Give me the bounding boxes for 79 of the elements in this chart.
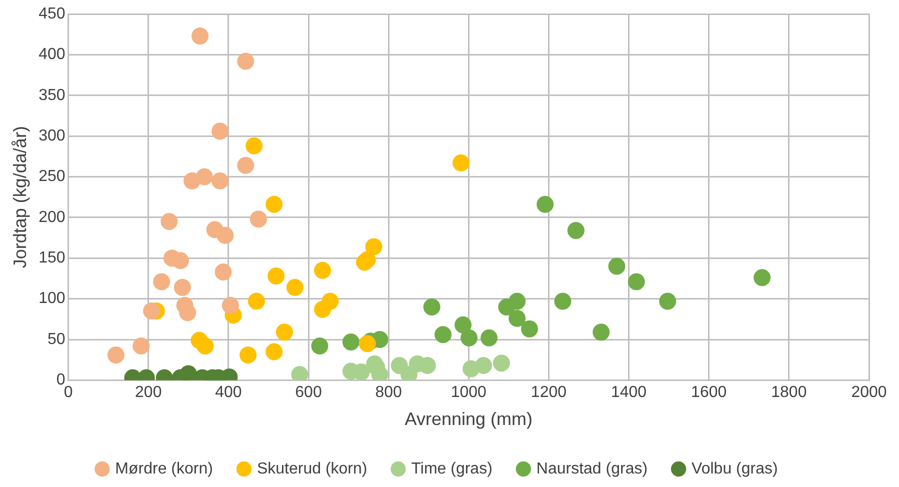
point [508,292,526,310]
point [174,278,191,296]
point [143,302,160,320]
point [266,196,283,213]
point [434,326,452,344]
point [196,338,214,355]
point [554,292,572,310]
legend-label: Skuterud (korn) [256,460,368,478]
legend-label: Time (gras) [411,460,492,478]
legend-label: Naurstad (gras) [536,460,648,478]
point [508,310,526,327]
point [492,354,510,372]
point [132,338,150,355]
y-tick-label: 200 [38,208,66,226]
point [196,168,213,186]
point [286,278,304,296]
point [480,329,498,346]
point [153,273,170,290]
y-tick-label: 0 [56,372,66,389]
point [754,269,771,286]
x-tick-label: 800 [375,384,402,402]
point [192,27,209,44]
point [237,52,254,70]
point [212,172,229,190]
point [423,298,440,316]
point [250,210,267,228]
y-axis-title: Jordtap (kg/da/år) [10,126,30,268]
point [212,122,229,140]
x-axis-title: Avrenning (mm) [404,409,533,430]
x-tick-label: 1200 [530,384,567,402]
point [248,292,265,310]
y-tick-label: 350 [38,86,66,104]
point [180,365,197,380]
legend-label: Mørdre (korn) [115,460,213,478]
point [628,273,645,290]
point [314,262,332,279]
y-tick-label: 50 [48,330,66,348]
point [107,346,124,364]
x-tick-label: 1000 [450,384,487,402]
point [311,338,328,355]
x-tick-label: 1600 [691,384,727,402]
point [608,258,626,275]
point [460,329,478,346]
point [358,335,376,352]
point [237,156,254,174]
y-tick-label: 250 [38,168,66,186]
point [276,324,293,341]
point [454,316,472,334]
point [521,320,538,338]
x-tick-label: 1800 [771,384,807,402]
y-tick-label: 450 [38,5,66,22]
point [216,226,234,244]
point [567,222,584,239]
point [342,333,360,350]
x-tick-label: 600 [295,384,322,402]
point [592,324,610,341]
point [160,213,178,230]
point [266,343,283,360]
y-tick-label: 300 [38,127,66,144]
point [536,196,554,213]
y-tick-label: 100 [38,290,66,308]
point [452,154,470,172]
point [222,296,239,314]
x-tick-label: 400 [215,384,242,402]
legend-label: Volbu (gras) [692,460,778,478]
point [314,300,332,318]
point [246,137,263,154]
point [240,346,257,364]
x-tick-label: 200 [135,384,162,402]
y-tick-label: 400 [38,46,66,64]
y-tick-label: 150 [38,250,66,267]
point [268,268,285,285]
point [179,304,196,322]
x-tick-label: 1400 [610,384,647,402]
x-tick-label: 2000 [851,384,887,402]
point [474,357,492,374]
point [214,263,232,280]
point [365,238,382,256]
point [659,292,676,310]
